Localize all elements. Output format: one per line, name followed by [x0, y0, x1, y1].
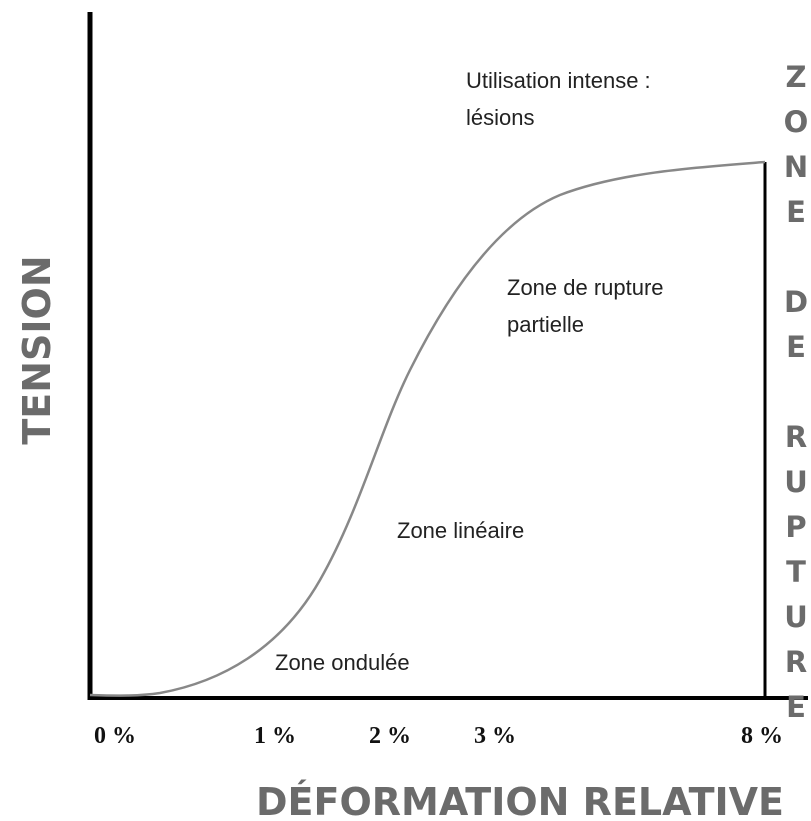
rupture-zone-label: ZONE DE RUPTURE — [779, 60, 811, 735]
zone-label: partielle — [507, 312, 584, 337]
zone-label: Zone de rupture — [507, 275, 664, 300]
y-axis-label: TENSION — [15, 255, 59, 444]
x-tick-label: 8 % — [741, 723, 783, 749]
zone-label: Utilisation intense : — [466, 68, 651, 93]
x-tick-label: 0 % — [94, 723, 136, 749]
zone-label: lésions — [466, 105, 534, 130]
x-tick-label: 2 % — [369, 723, 411, 749]
zone-label: Zone ondulée — [275, 650, 410, 675]
x-axis-label: DÉFORMATION RELATIVE — [256, 780, 784, 821]
zone-label: Zone linéaire — [397, 518, 524, 543]
x-tick-label: 3 % — [474, 723, 516, 749]
stress-curve — [89, 160, 766, 697]
x-tick-label: 1 % — [254, 723, 296, 749]
